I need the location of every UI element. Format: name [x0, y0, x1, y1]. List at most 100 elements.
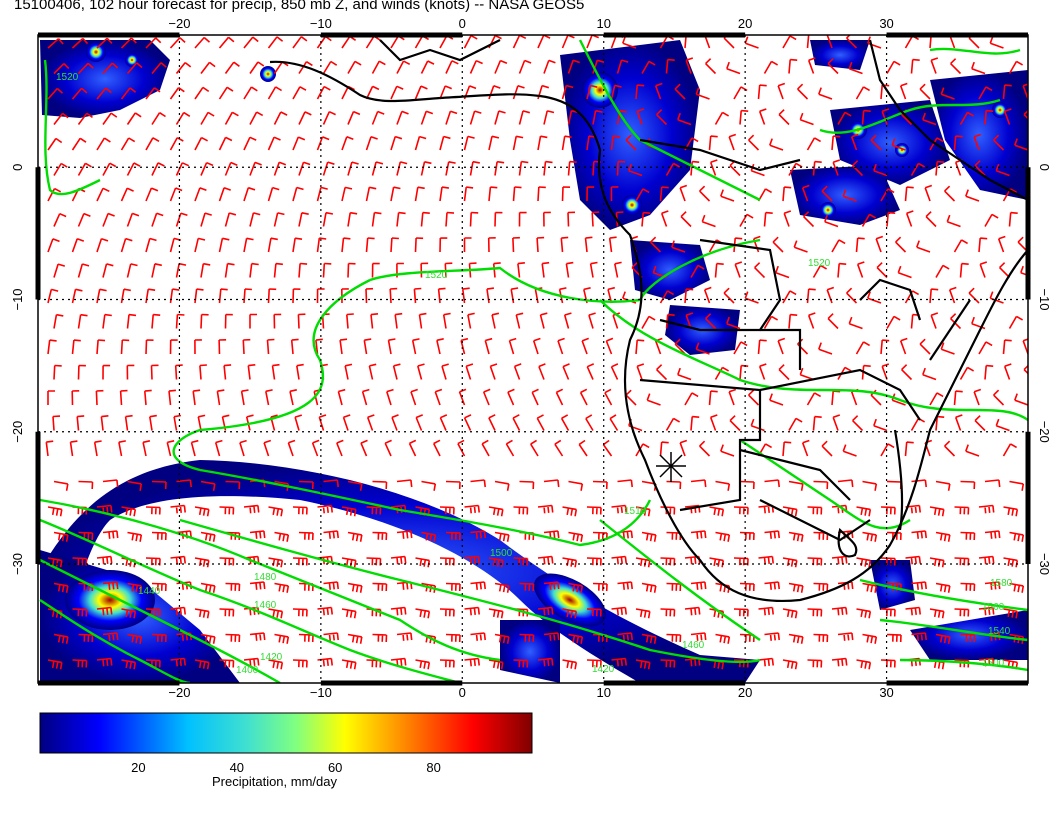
wind-barb: [296, 363, 304, 380]
wind-barb: [45, 440, 54, 457]
wind-barb: [897, 265, 912, 279]
wind-barb: [561, 84, 574, 100]
wind-barb: [102, 263, 114, 278]
wind-barb: [420, 262, 429, 278]
wind-barb: [415, 608, 431, 619]
lat-tick-label-right: −20: [1037, 421, 1052, 443]
wind-barb: [102, 364, 111, 380]
wind-barb: [588, 312, 596, 329]
wind-barb: [72, 557, 88, 566]
wind-barb: [77, 62, 94, 75]
wind-barb: [494, 59, 508, 74]
wind-barb: [978, 237, 988, 253]
wind-barb: [126, 364, 135, 380]
wind-barb: [366, 557, 382, 566]
wind-barb: [541, 261, 550, 278]
wind-barb: [562, 659, 578, 670]
wind-barb: [880, 506, 896, 515]
wind-barb: [336, 439, 344, 457]
wind-barb: [292, 288, 301, 304]
wind-barb: [978, 504, 995, 514]
wind-barb: [273, 313, 282, 329]
wind-barb: [797, 83, 809, 100]
wind-barb: [764, 530, 780, 539]
wind-barb: [677, 367, 692, 381]
wind-barb: [414, 135, 427, 151]
wind-barb: [169, 136, 184, 151]
wind-barb: [120, 137, 136, 151]
wind-barb: [1023, 109, 1028, 120]
wind-barb: [660, 506, 676, 515]
wind-barb: [71, 137, 87, 151]
wind-barb: [392, 363, 401, 380]
wind-barb: [944, 185, 956, 202]
wind-barb: [554, 439, 564, 457]
wind-barb: [562, 363, 570, 380]
wind-barb: [831, 239, 846, 253]
wind-barb: [127, 633, 143, 644]
contour-label: 1580: [990, 578, 1013, 589]
wind-barb: [249, 212, 261, 227]
wind-barb: [53, 63, 70, 75]
wind-barb: [445, 211, 455, 227]
wind-barb: [268, 557, 284, 568]
wind-barb: [953, 135, 963, 151]
wind-barb: [813, 633, 829, 643]
wind-barb: [218, 339, 227, 355]
lon-tick-label-bottom: 20: [738, 685, 752, 700]
wind-barb: [298, 61, 313, 74]
wind-barb: [463, 414, 472, 431]
wind-barb: [347, 211, 358, 227]
wind-barb: [568, 480, 584, 491]
wind-barb: [699, 440, 711, 457]
wind-barb: [586, 506, 602, 515]
wind-barb: [316, 186, 328, 202]
wind-barb: [290, 338, 299, 355]
wind-barb: [617, 479, 633, 488]
wind-barb: [200, 313, 209, 329]
lon-tick-label-top: −20: [168, 16, 190, 31]
wind-barb: [69, 440, 78, 457]
wind-barb: [120, 37, 137, 49]
wind-barb: [119, 389, 128, 406]
wind-barb: [508, 337, 517, 355]
wind-barb: [200, 111, 215, 125]
station-marker-icon: [656, 452, 686, 482]
wind-barb: [1022, 83, 1028, 100]
wind-barb: [807, 557, 823, 566]
wind-barb: [728, 133, 737, 151]
wind-barb: [667, 686, 681, 694]
wind-barb: [274, 531, 290, 542]
wind-barb: [832, 414, 841, 431]
wind-barb: [614, 261, 622, 278]
wind-barb: [665, 417, 680, 431]
wind-barb: [1027, 609, 1028, 610]
wind-barb: [145, 608, 161, 617]
wind-barb: [494, 160, 505, 176]
wind-barb: [515, 312, 524, 329]
wind-barb: [491, 312, 500, 329]
wind-barb: [720, 444, 735, 457]
wind-barb: [386, 388, 394, 406]
wind-barb: [372, 582, 388, 592]
wind-barb: [940, 87, 955, 100]
contour-label: 1500: [982, 658, 1005, 669]
wind-barb: [391, 414, 399, 431]
contour-label: 1460: [254, 600, 277, 611]
wind-barb: [120, 339, 130, 355]
wind-barb: [346, 313, 354, 329]
wind-barb: [342, 414, 351, 431]
wind-barb: [197, 414, 206, 431]
wind-barb: [249, 111, 264, 125]
wind-barb: [763, 211, 773, 227]
wind-barb: [782, 608, 798, 619]
wind-barb: [292, 237, 303, 253]
wind-barb: [948, 286, 957, 304]
lon-tick-label-bottom: 30: [879, 685, 893, 700]
wind-barb: [396, 581, 413, 590]
wind-barb: [365, 237, 375, 253]
wind-barb: [1034, 533, 1048, 541]
wind-barb: [861, 109, 871, 125]
wind-barb: [194, 659, 210, 670]
wind-barb: [848, 316, 863, 330]
